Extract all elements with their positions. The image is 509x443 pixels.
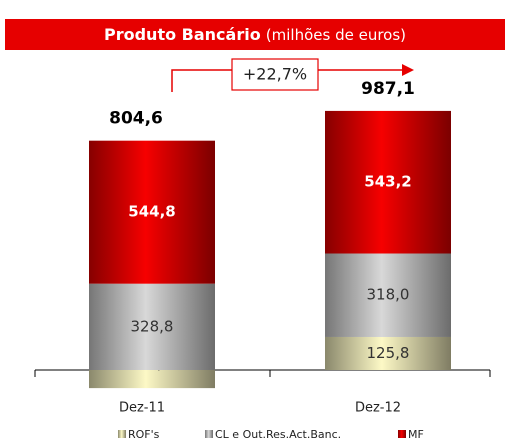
total-label: 804,6 (109, 109, 163, 129)
data-label: 328,8 (131, 317, 174, 335)
subtitle: (milhões de euros) (266, 26, 406, 44)
bar-segment (325, 110, 451, 254)
legend-label: CL e Out.Res.Act.Banc. (215, 428, 341, 441)
growth-arrow (171, 69, 232, 92)
legend-swatch (398, 430, 406, 438)
bar-segment (325, 253, 451, 337)
legend-label: ROF's (128, 428, 160, 441)
bar-segment (89, 370, 215, 389)
bar-segment (89, 140, 215, 284)
legend-swatch (205, 430, 213, 438)
data-label: 125,8 (367, 344, 410, 362)
data-label: 543,2 (364, 173, 411, 191)
title-bar (5, 19, 505, 50)
annotation-box (231, 58, 319, 91)
data-label: 318,0 (367, 286, 410, 304)
bar-segment (89, 283, 215, 370)
title: Produto Bancário (104, 25, 261, 44)
bar-segment (325, 336, 451, 370)
legend-label: MF (408, 428, 424, 441)
x-tick-label: Dez-12 (355, 401, 401, 416)
arrow-head (402, 64, 414, 76)
legend-swatch (118, 430, 126, 438)
data-label: 544,8 (128, 203, 175, 221)
annotation: +22,7% (243, 65, 307, 84)
chart-title: Produto Bancário (milhões de euros) (104, 25, 406, 44)
x-tick-label: Dez-11 (119, 401, 165, 416)
total-label: 987,1 (361, 79, 415, 99)
